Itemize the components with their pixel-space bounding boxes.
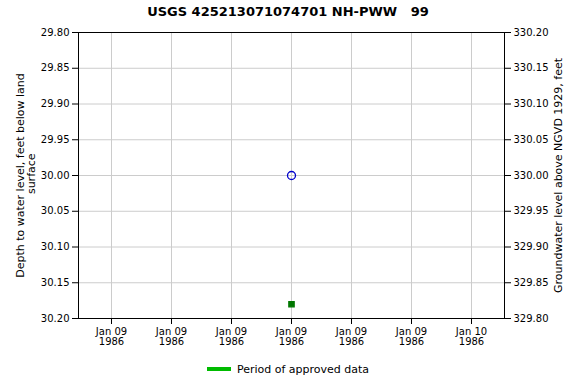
svg-text:30.05: 30.05 (41, 205, 70, 216)
svg-text:329.85: 329.85 (514, 277, 549, 288)
svg-text:29.95: 29.95 (41, 134, 70, 145)
html-text:Period of approved data: Period of approved data (236, 362, 370, 376)
svg-text:330.20: 330.20 (514, 27, 549, 38)
svg-text:29.90: 29.90 (41, 98, 70, 109)
html-text:USGS 425213071074701 NH-PWW 99: USGS 425213071074701 NH-PWW 99 (147, 4, 429, 19)
svg-text:329.90: 329.90 (514, 241, 549, 252)
svg-text:329.80: 329.80 (514, 313, 549, 324)
svg-text:29.80: 29.80 (41, 27, 70, 38)
svg-text:Jan 091986: Jan 091986 (215, 326, 247, 347)
svg-text:330.15: 330.15 (514, 62, 549, 73)
svg-text:Jan 091986: Jan 091986 (95, 326, 127, 347)
svg-text:Jan 091986: Jan 091986 (275, 326, 307, 347)
svg-text:Jan 101986: Jan 101986 (455, 326, 487, 347)
svg-text:Jan 091986: Jan 091986 (335, 326, 367, 347)
svg-text:Jan 091986: Jan 091986 (395, 326, 427, 347)
svg-text:Jan 091986: Jan 091986 (155, 326, 187, 347)
svg-text:30.15: 30.15 (41, 277, 70, 288)
svg-text:Groundwater level above NGVD 1: Groundwater level above NGVD 1929, feet (552, 57, 565, 293)
svg-text:329.95: 329.95 (514, 205, 549, 216)
svg-text:Depth to water level, feet bel: Depth to water level, feet below land su… (14, 73, 38, 278)
svg-text:30.10: 30.10 (41, 241, 70, 252)
svg-text:330.05: 330.05 (514, 134, 549, 145)
svg-text:29.85: 29.85 (41, 62, 70, 73)
svg-text:330.10: 330.10 (514, 98, 549, 109)
svg-text:30.00: 30.00 (41, 170, 70, 181)
svg-text:330.00: 330.00 (514, 170, 549, 181)
svg-text:30.20: 30.20 (41, 313, 70, 324)
